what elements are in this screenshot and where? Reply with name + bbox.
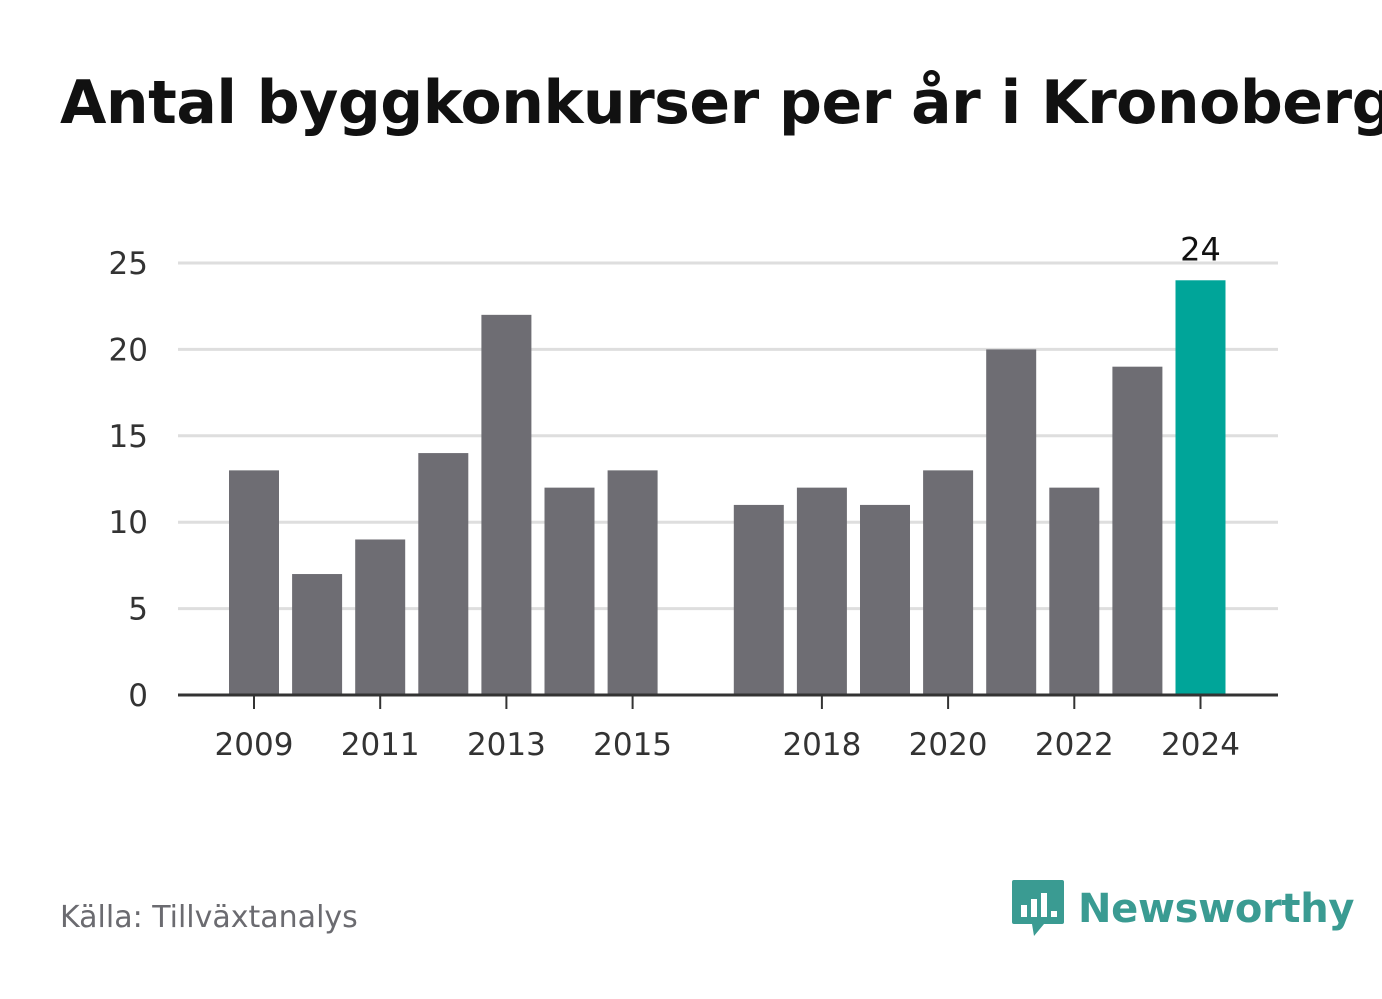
source-note: Källa: Tillväxtanalys xyxy=(60,900,358,935)
x-tick-label-2024: 2024 xyxy=(1161,727,1240,763)
bar-2017 xyxy=(733,504,784,695)
y-tick-label-5: 5 xyxy=(128,592,148,628)
x-tick-label-2022: 2022 xyxy=(1035,727,1114,763)
bars xyxy=(229,280,1226,695)
bar-2018 xyxy=(796,487,847,695)
y-axis-labels: 0 5 10 15 20 25 xyxy=(109,246,148,714)
x-axis-labels: 2009 2011 2013 2015 2018 2020 2022 2024 xyxy=(215,727,1240,763)
x-axis xyxy=(178,693,1278,709)
brand-logo: Newsworthy xyxy=(1010,878,1355,940)
chart-title: Antal byggkonkurser per år i Kronoberg xyxy=(60,68,1382,138)
value-labels: 24 xyxy=(1180,230,1221,268)
bar-2014 xyxy=(544,487,595,695)
bar-2019 xyxy=(860,504,910,695)
x-tick-label-2013: 2013 xyxy=(467,727,546,763)
y-tick-label-20: 20 xyxy=(109,332,148,368)
bar-2013 xyxy=(481,314,532,695)
bar-2015 xyxy=(607,470,658,695)
brand-name: Newsworthy xyxy=(1078,886,1355,932)
newsworthy-logo-icon xyxy=(1012,880,1064,936)
x-tick-label-2020: 2020 xyxy=(909,727,988,763)
bar-2023 xyxy=(1112,366,1163,695)
value-label-2024: 24 xyxy=(1180,230,1221,268)
x-tick-label-2015: 2015 xyxy=(593,727,672,763)
bar-2020 xyxy=(923,470,974,695)
y-tick-label-15: 15 xyxy=(109,419,148,455)
bar-2009 xyxy=(229,470,279,695)
bar-2011 xyxy=(355,539,406,695)
y-tick-label-0: 0 xyxy=(128,678,148,714)
y-tick-label-25: 25 xyxy=(109,246,148,282)
bar-2024 xyxy=(1175,280,1226,695)
y-tick-label-10: 10 xyxy=(109,505,148,541)
bar-2021 xyxy=(986,349,1037,695)
bar-2010 xyxy=(292,574,343,695)
bar-2012 xyxy=(418,453,469,695)
x-tick-label-2018: 2018 xyxy=(782,727,861,763)
x-tick-label-2009: 2009 xyxy=(215,727,294,763)
bar-2022 xyxy=(1049,487,1100,695)
x-tick-label-2011: 2011 xyxy=(341,727,420,763)
